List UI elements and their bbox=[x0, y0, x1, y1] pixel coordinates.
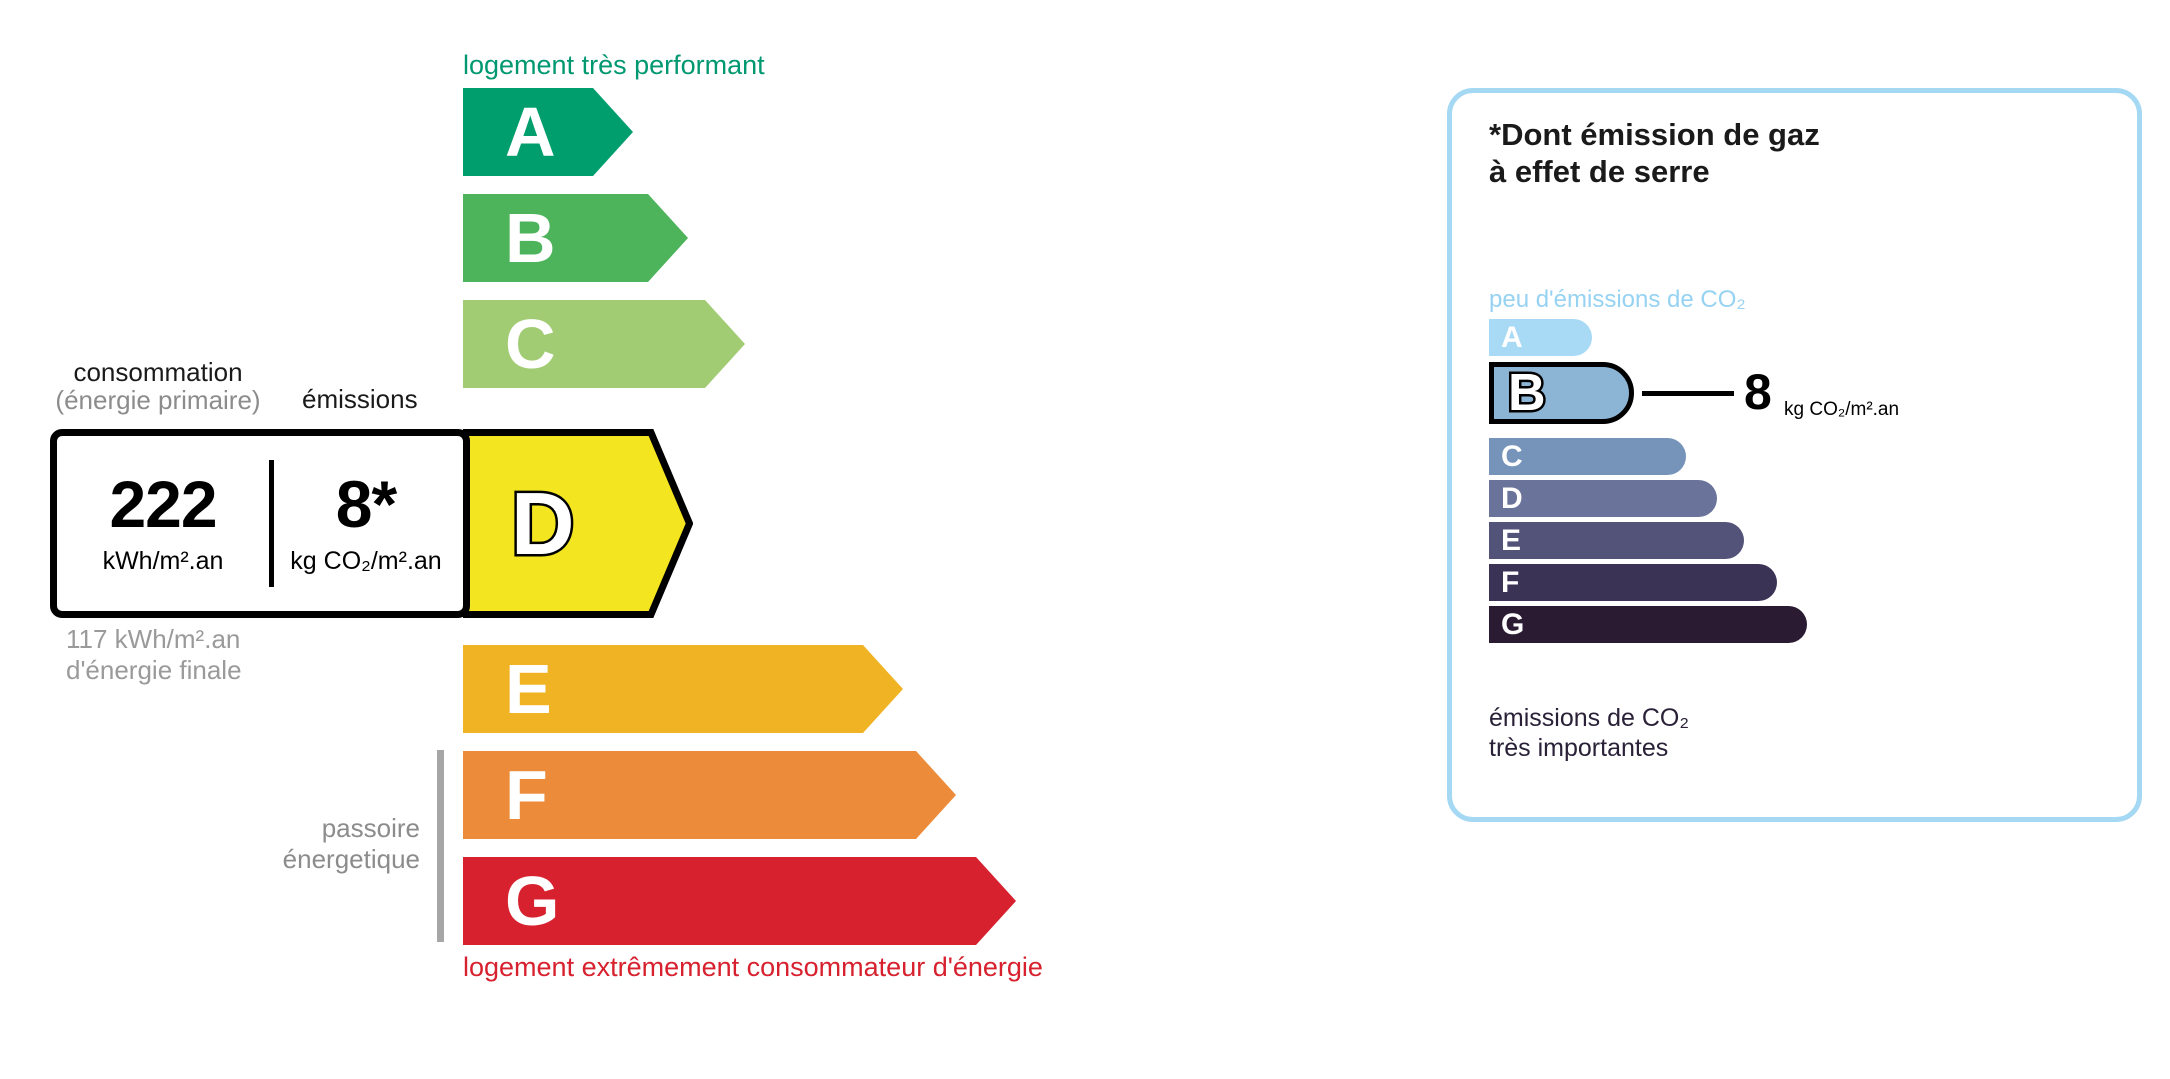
energy-band-e-arrow bbox=[463, 645, 903, 733]
co2-bar-b-letter: B bbox=[1506, 364, 1549, 422]
co2-bar-g-letter: G bbox=[1501, 607, 1525, 641]
energy-band-e[interactable]: E bbox=[463, 645, 903, 733]
co2-bar-b-selected[interactable]: B bbox=[1489, 362, 1634, 424]
co2-bottom-caption: émissions de CO₂ très importantes bbox=[1489, 704, 1689, 763]
co2-bar-c-letter: C bbox=[1501, 439, 1523, 473]
co2-leader-line bbox=[1642, 391, 1734, 396]
co2-bar-f[interactable]: F bbox=[1489, 564, 1777, 601]
co2-bar-d[interactable]: D bbox=[1489, 480, 1717, 517]
primary-energy-value: 222 bbox=[109, 467, 217, 541]
co2-emissions-panel: *Dont émission de gaz à effet de serre p… bbox=[1447, 88, 2142, 822]
passoire-label-line1: passoire bbox=[321, 813, 420, 843]
co2-bar-e-letter: E bbox=[1501, 523, 1522, 557]
co2-bar-e[interactable]: E bbox=[1489, 522, 1744, 559]
scale-bottom-caption: logement extrêmement consommateur d'éner… bbox=[463, 952, 1043, 982]
energy-band-g-arrow bbox=[463, 857, 1016, 945]
passoire-label-line2: énergetique bbox=[282, 843, 420, 874]
energy-band-f-arrow bbox=[463, 751, 956, 839]
consommation-label-sub: (énergie primaire) bbox=[55, 385, 261, 416]
passoire-label: passoire énergetique bbox=[180, 813, 420, 874]
energy-band-b-arrow bbox=[463, 194, 688, 282]
consommation-label-main: consommation bbox=[73, 357, 243, 387]
consommation-label: consommation (énergie primaire) bbox=[48, 358, 268, 414]
co2-bar-c[interactable]: C bbox=[1489, 438, 1686, 475]
energy-band-c-arrow bbox=[463, 300, 745, 388]
primary-energy-unit: kWh/m².an bbox=[102, 547, 224, 575]
co2-bar-g[interactable]: G bbox=[1489, 606, 1807, 643]
co2-panel-title: *Dont émission de gaz à effet de serre bbox=[1489, 117, 1820, 190]
co2-bar-a[interactable]: A bbox=[1489, 319, 1592, 356]
value-box-divider bbox=[269, 460, 274, 587]
co2-bar-d-letter: D bbox=[1501, 481, 1523, 515]
co2-bottom-caption-line2: très importantes bbox=[1489, 733, 1669, 762]
co2-emission-unit: kg CO₂/m².an bbox=[290, 547, 442, 575]
energy-band-d-selected[interactable]: D bbox=[463, 429, 693, 618]
energy-band-g[interactable]: G bbox=[463, 857, 1016, 945]
energy-band-f[interactable]: F bbox=[463, 751, 956, 839]
final-energy-note: 117 kWh/m².an d'énergie finale bbox=[66, 624, 242, 685]
passoire-bracket bbox=[437, 750, 444, 942]
co2-value-cell: 8* kg CO₂/m².an bbox=[269, 436, 463, 611]
co2-selected-value-unit: kg CO₂/m².an bbox=[1784, 399, 1900, 420]
final-energy-note-line2: d'énergie finale bbox=[66, 654, 242, 685]
energy-band-a-arrow bbox=[463, 88, 633, 176]
emissions-label: émissions bbox=[302, 384, 418, 414]
final-energy-note-line1: 117 kWh/m².an bbox=[66, 624, 241, 654]
energy-band-c[interactable]: C bbox=[463, 300, 745, 388]
primary-energy-value-cell: 222 kWh/m².an bbox=[57, 436, 269, 611]
energy-band-a[interactable]: A bbox=[463, 88, 633, 176]
co2-top-caption: peu d'émissions de CO₂ bbox=[1489, 286, 1746, 313]
co2-bottom-caption-line1: émissions de CO₂ bbox=[1489, 704, 1690, 732]
consumption-value-box: 222 kWh/m².an 8* kg CO₂/m².an bbox=[50, 429, 470, 618]
co2-bar-f-letter: F bbox=[1501, 565, 1520, 599]
energy-band-d-arrow bbox=[463, 429, 693, 618]
co2-panel-title-line2: à effet de serre bbox=[1489, 153, 1710, 189]
co2-emission-value: 8* bbox=[335, 467, 397, 541]
energy-consumption-scale: logement très performant A B C bbox=[48, 50, 1043, 982]
co2-selected-value: 8 bbox=[1744, 364, 1772, 420]
co2-bar-a-letter: A bbox=[1501, 320, 1523, 354]
energy-band-b[interactable]: B bbox=[463, 194, 688, 282]
co2-panel-title-line1: *Dont émission de gaz bbox=[1489, 117, 1820, 152]
scale-top-caption: logement très performant bbox=[463, 50, 765, 80]
